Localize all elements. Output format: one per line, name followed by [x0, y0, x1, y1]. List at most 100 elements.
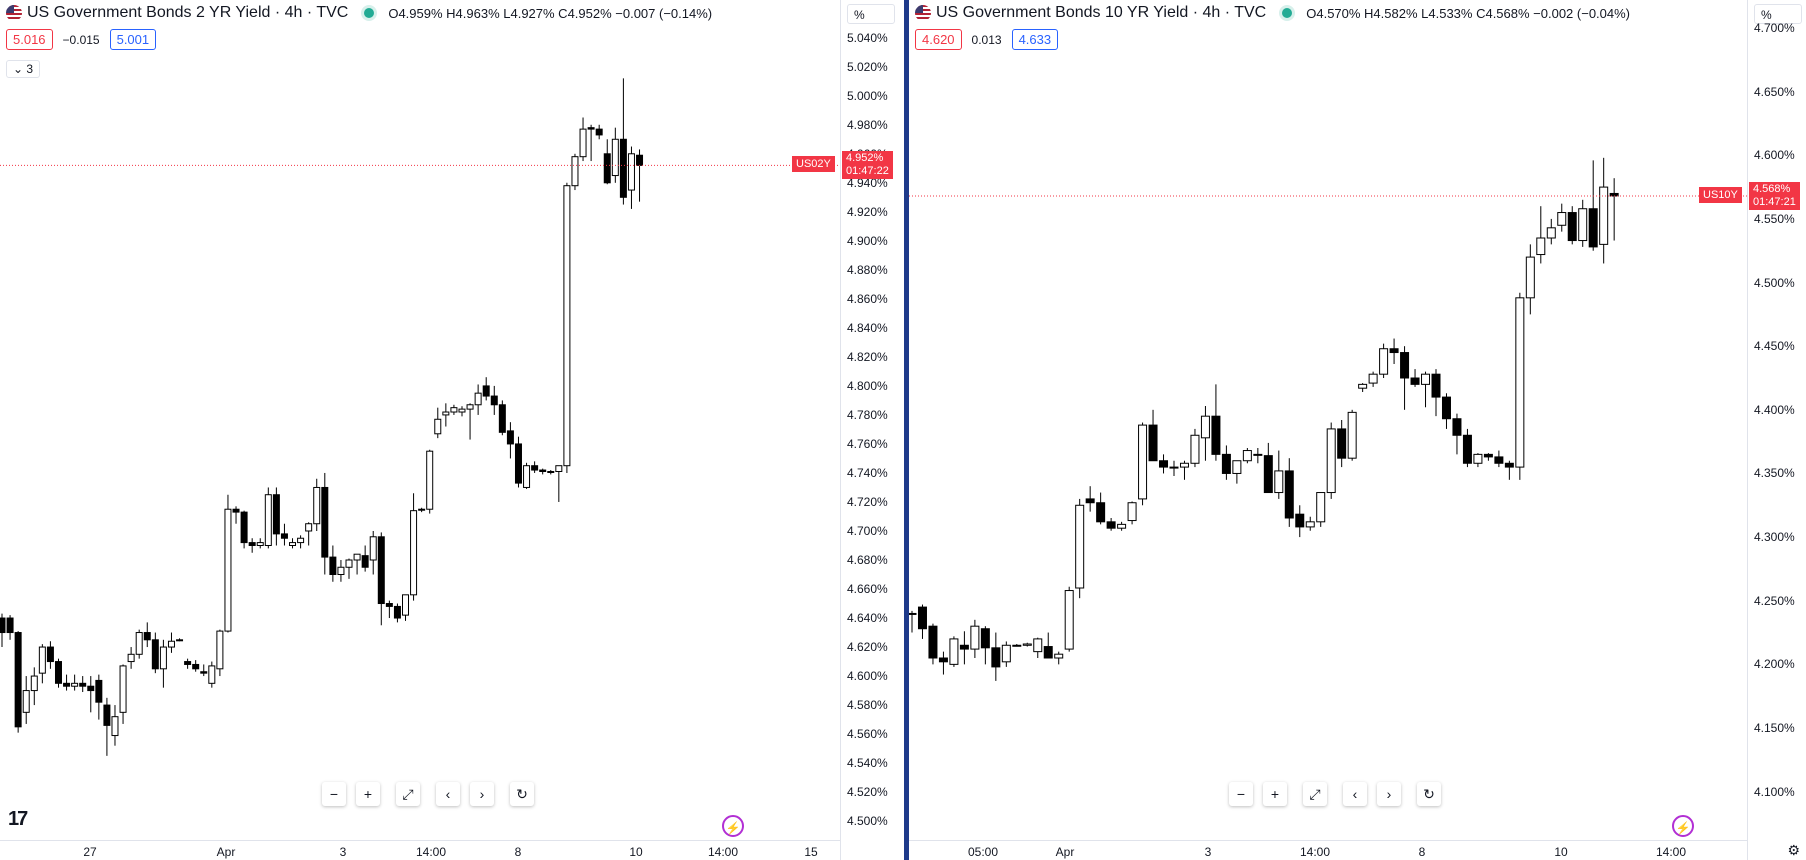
candle[interactable] — [385, 600, 393, 619]
reset-chart-button[interactable]: ↻ — [510, 782, 534, 806]
candle[interactable] — [63, 674, 71, 691]
candle[interactable] — [6, 615, 14, 640]
candle[interactable] — [595, 124, 603, 140]
candle[interactable] — [329, 545, 337, 582]
candle[interactable] — [1400, 346, 1410, 410]
price-scale-unit-button[interactable]: % — [847, 4, 895, 24]
candle[interactable] — [1483, 453, 1493, 461]
candle[interactable] — [1221, 445, 1231, 480]
candle[interactable] — [442, 403, 450, 427]
symbol-title[interactable]: US Government Bonds 10 YR Yield · 4h · T… — [936, 4, 1267, 21]
market-status-icon[interactable] — [1282, 8, 1293, 18]
candle[interactable] — [0, 613, 6, 648]
candle[interactable] — [1452, 413, 1462, 455]
candle[interactable] — [135, 629, 143, 659]
zoom-in-button[interactable]: + — [1263, 782, 1287, 806]
candle[interactable] — [1557, 203, 1567, 232]
market-status-icon[interactable] — [364, 8, 375, 18]
candle[interactable] — [1242, 448, 1252, 464]
candle[interactable] — [1211, 384, 1221, 461]
candle[interactable] — [450, 404, 458, 415]
candle[interactable] — [1504, 460, 1514, 480]
candlestick-plot-us10y[interactable] — [909, 0, 1747, 840]
candle[interactable] — [71, 674, 79, 691]
candle[interactable] — [353, 553, 361, 575]
candle[interactable] — [1609, 178, 1619, 241]
candle[interactable] — [474, 384, 482, 415]
candle[interactable] — [1316, 492, 1326, 527]
candle[interactable] — [523, 462, 531, 489]
candle[interactable] — [369, 530, 377, 575]
candle[interactable] — [167, 632, 175, 653]
price-axis[interactable]: % 4.700% 4.650% 4.600% 4.550% 4.500% 4.450% 4.… — [1747, 0, 1806, 860]
candle[interactable] — [1284, 458, 1294, 527]
candle[interactable] — [1054, 651, 1064, 665]
bid-price[interactable]: 5.016 — [6, 29, 53, 50]
candle[interactable] — [603, 139, 611, 185]
candle[interactable] — [1169, 460, 1179, 476]
candle[interactable] — [482, 377, 490, 401]
candle[interactable] — [514, 436, 522, 488]
pane-divider[interactable] — [904, 0, 909, 860]
candle[interactable] — [563, 182, 571, 473]
candle[interactable] — [176, 638, 184, 642]
candle[interactable] — [909, 610, 917, 633]
candle[interactable] — [119, 664, 127, 724]
candle[interactable] — [555, 465, 563, 502]
zoom-out-button[interactable]: − — [1229, 782, 1253, 806]
candle[interactable] — [264, 487, 272, 549]
candle[interactable] — [619, 78, 627, 205]
candle[interactable] — [1096, 492, 1106, 525]
candle[interactable] — [1410, 369, 1420, 387]
candle[interactable] — [636, 149, 644, 202]
candle[interactable] — [1159, 454, 1169, 474]
candle[interactable] — [38, 644, 46, 684]
candle[interactable] — [1064, 586, 1074, 652]
candle[interactable] — [305, 522, 313, 546]
candle[interactable] — [79, 676, 87, 693]
candle[interactable] — [531, 461, 539, 473]
candle[interactable] — [928, 623, 938, 665]
candle[interactable] — [95, 674, 103, 720]
candle[interactable] — [1441, 393, 1451, 429]
candle[interactable] — [1578, 199, 1588, 247]
candle[interactable] — [410, 493, 418, 601]
settings-gear-icon[interactable]: ⚙ — [1787, 842, 1800, 858]
candle[interactable] — [1012, 644, 1022, 647]
candle[interactable] — [991, 632, 1001, 681]
candle[interactable] — [506, 422, 514, 459]
symbol-title[interactable]: US Government Bonds 2 YR Yield · 4h · TV… — [27, 4, 349, 21]
ask-price[interactable]: 5.001 — [109, 29, 157, 50]
scroll-right-button[interactable]: › — [1377, 782, 1401, 806]
time-axis[interactable]: 05:00 Apr 3 14:00 8 10 14:00 — [909, 840, 1747, 860]
candle[interactable] — [151, 632, 159, 674]
candle[interactable] — [959, 631, 969, 665]
candle[interactable] — [949, 636, 959, 667]
candle[interactable] — [321, 472, 329, 575]
candle[interactable] — [248, 538, 256, 553]
tradingview-logo-icon[interactable]: 17 — [8, 808, 28, 830]
candle[interactable] — [200, 664, 208, 677]
candle[interactable] — [498, 400, 506, 436]
candle[interactable] — [256, 538, 264, 549]
candle[interactable] — [345, 558, 353, 579]
candle[interactable] — [1022, 642, 1032, 647]
candle[interactable] — [1232, 460, 1242, 484]
candle[interactable] — [1431, 369, 1441, 417]
candle[interactable] — [297, 535, 305, 549]
price-scale-unit-button[interactable]: % — [1754, 4, 1802, 24]
chart-pane-us10y[interactable]: US Government Bonds 10 YR Yield · 4h · T… — [909, 0, 1806, 860]
reset-scale-button[interactable]: ⤢ — [1303, 782, 1327, 806]
candle[interactable] — [232, 506, 240, 524]
chart-pane-us02y[interactable]: US Government Bonds 2 YR Yield · 4h · TV… — [0, 0, 904, 860]
candle[interactable] — [571, 153, 579, 191]
scroll-right-button[interactable]: › — [470, 782, 494, 806]
candle[interactable] — [547, 470, 555, 475]
candlestick-plot-us02y[interactable] — [0, 0, 840, 840]
candle[interactable] — [1473, 453, 1483, 468]
candle[interactable] — [490, 385, 498, 415]
candle[interactable] — [240, 510, 248, 549]
candle[interactable] — [611, 127, 619, 183]
candle[interactable] — [418, 507, 426, 513]
candle[interactable] — [377, 532, 385, 626]
